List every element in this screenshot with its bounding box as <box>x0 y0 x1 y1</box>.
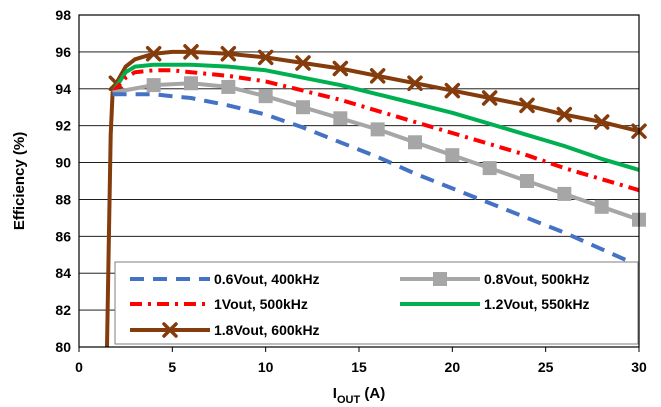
y-tick-label: 92 <box>55 118 71 134</box>
legend-item-1-8vout-600khz-marker-stroke-b <box>162 322 178 338</box>
series-1-8vout-600khz-point-stroke-b <box>183 44 199 60</box>
y-tick-label: 96 <box>55 44 71 60</box>
x-tick-label: 15 <box>351 359 367 375</box>
x-tick-label: 0 <box>75 359 83 375</box>
y-tick-label: 94 <box>55 81 71 97</box>
series-1-8vout-600khz-point <box>407 75 423 91</box>
series-1-8vout-600khz-point-stroke-b <box>145 45 162 62</box>
series-1-8vout-600khz-point <box>519 97 535 114</box>
x-axis-title-main: I <box>333 385 337 402</box>
series-1-8vout-600khz-point-stroke-b <box>556 106 573 123</box>
series-1-8vout-600khz-point <box>369 68 386 84</box>
series-1-8vout-600khz-point-stroke-b <box>444 82 461 99</box>
legend-item-0-6vout-400khz-label: 0.6Vout, 400kHz <box>214 271 320 287</box>
series-0-8vout-500khz-point <box>333 111 348 126</box>
series-1-2vout-550khz <box>110 62 640 172</box>
series-0-8vout-500khz-point <box>520 174 534 188</box>
series-1-8vout-600khz-point <box>556 106 573 123</box>
legend-item-1-2vout-550khz: 1.2Vout, 550kHz <box>400 296 590 312</box>
x-tick-label: 5 <box>168 359 176 375</box>
series-1vout-500khz-line <box>111 68 640 193</box>
series-1-8vout-600khz-point-stroke-b <box>295 55 311 71</box>
series-0-8vout-500khz-point <box>594 199 609 214</box>
legend-item-1-8vout-600khz: 1.8Vout, 600kHz <box>130 322 320 338</box>
series-1-8vout-600khz-point <box>220 45 237 62</box>
y-tick-label: 84 <box>55 265 71 281</box>
series-1-8vout-600khz-point-stroke-b <box>519 97 535 114</box>
series-0-8vout-500khz-point <box>370 122 385 137</box>
series-1-8vout-600khz-point <box>145 45 162 62</box>
legend-item-1-8vout-600khz-label: 1.8Vout, 600kHz <box>214 322 320 338</box>
x-axis-title-unit: (A) <box>360 385 385 402</box>
y-tick-label: 90 <box>55 155 71 171</box>
legend-item-0-6vout-400khz: 0.6Vout, 400kHz <box>130 271 320 287</box>
y-tick-label: 88 <box>55 191 71 207</box>
series-0-8vout-500khz-point <box>146 78 161 93</box>
series-0-6vout-400khz-line <box>112 92 640 268</box>
series-0-8vout-500khz-point <box>482 161 497 176</box>
series-1-8vout-600khz-point-stroke-b <box>369 68 386 84</box>
y-tick-label: 98 <box>55 7 71 23</box>
series-1-8vout-600khz-point <box>481 90 498 106</box>
legend-item-0-8vout-500khz: 0.8Vout, 500kHz <box>400 271 590 287</box>
x-axis-title-subscript: OUT <box>337 394 361 406</box>
series-1-8vout-600khz-point-stroke-b <box>332 60 349 77</box>
series-1-8vout-600khz-point-stroke-b <box>407 75 423 91</box>
y-tick-label: 80 <box>55 339 71 355</box>
series-1-8vout-600khz-point-stroke-b <box>220 45 237 62</box>
series-1-8vout-600khz-point <box>444 82 461 99</box>
series-1-8vout-600khz-point-stroke-b <box>593 114 610 130</box>
legend-item-1-2vout-550khz-label: 1.2Vout, 550kHz <box>484 296 590 312</box>
x-tick-label: 25 <box>538 359 554 375</box>
plot-frame <box>78 14 640 348</box>
x-tick-label: 20 <box>445 359 461 375</box>
series-0-8vout-500khz-point <box>258 89 273 104</box>
series-1-8vout-600khz-point-stroke-b <box>257 49 274 66</box>
y-tick-label: 86 <box>55 228 71 244</box>
series-1-8vout-600khz-point <box>332 60 349 77</box>
legend-item-0-8vout-500khz-marker <box>433 272 447 286</box>
legend-item-1vout-500khz: 1Vout, 500kHz <box>130 296 308 312</box>
series-1-8vout-600khz-point <box>593 114 610 130</box>
series-1-2vout-550khz-line <box>110 62 640 172</box>
series-0-8vout-500khz-point <box>184 76 198 91</box>
y-tick-label: 82 <box>55 302 71 318</box>
series-layer <box>105 44 647 348</box>
series-0-8vout-500khz-point <box>408 135 422 150</box>
series-1-8vout-600khz-point <box>295 55 311 71</box>
legend-item-1vout-500khz-label: 1Vout, 500kHz <box>214 296 308 312</box>
series-1-8vout-600khz-point <box>257 49 274 66</box>
series-1vout-500khz <box>111 68 640 193</box>
series-1-8vout-600khz-point-stroke-b <box>481 90 498 106</box>
series-0-8vout-500khz-point <box>557 186 572 201</box>
legend: 0.6Vout, 400kHz 0.8Vout, 500kHz 1Vout, 500… <box>114 261 639 345</box>
series-0-8vout-500khz-point <box>445 148 460 163</box>
tick-labels: 80 82 84 86 88 90 92 94 96 98 0 5 10 15 20 25 30 <box>55 7 647 375</box>
series-0-8vout-500khz <box>112 76 646 227</box>
legend-item-1-8vout-600khz-marker <box>162 322 178 338</box>
series-0-6vout-400khz <box>112 92 640 268</box>
legend-item-0-8vout-500khz-label: 0.8Vout, 500kHz <box>484 271 590 287</box>
x-axis-title: IOUT (A) <box>333 385 385 406</box>
y-axis-title: Efficiency (%) <box>11 132 28 230</box>
x-tick-label: 30 <box>631 359 647 375</box>
x-tick-label: 10 <box>258 359 274 375</box>
series-0-8vout-500khz-point <box>221 79 236 94</box>
series-0-8vout-500khz-point <box>296 100 310 115</box>
series-1-8vout-600khz-point <box>183 44 199 60</box>
